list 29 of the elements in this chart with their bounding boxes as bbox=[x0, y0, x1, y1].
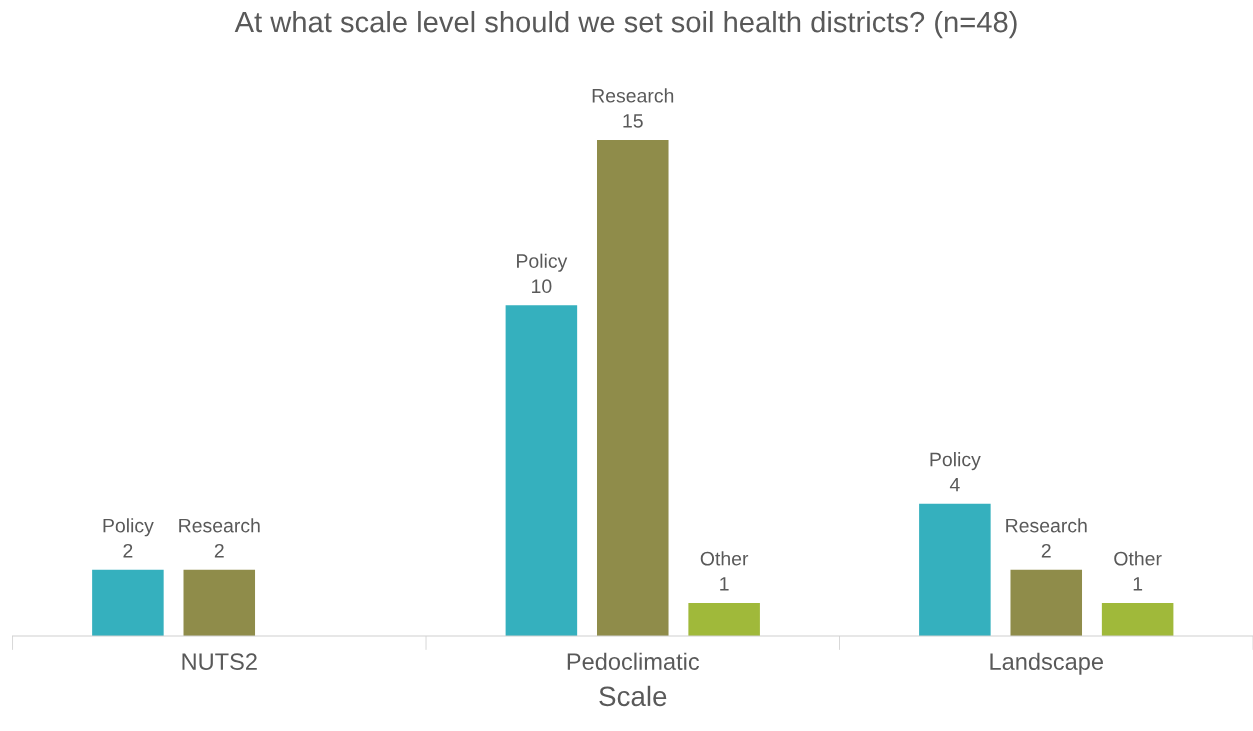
text: Research bbox=[1006, 518, 1087, 533]
data-label: 2 bbox=[123, 543, 133, 558]
bar bbox=[1010, 569, 1083, 636]
bar bbox=[597, 139, 669, 636]
x-axis-title: Scale bbox=[599, 685, 667, 707]
data-label: 15 bbox=[623, 114, 643, 128]
data-label: 10 bbox=[532, 279, 552, 294]
data-label: 2 bbox=[214, 543, 224, 558]
series-label: Other bbox=[700, 551, 749, 566]
bar bbox=[92, 569, 164, 636]
data-label: 2 bbox=[1041, 543, 1051, 558]
bar bbox=[1101, 602, 1174, 636]
data-label: 1 bbox=[1133, 577, 1143, 591]
bar bbox=[505, 305, 578, 636]
data-label: 1 bbox=[720, 577, 729, 591]
bar bbox=[183, 569, 256, 636]
bar bbox=[688, 602, 760, 636]
text: Other bbox=[1114, 551, 1162, 566]
series-label: Research bbox=[592, 88, 674, 103]
series-label: Policy bbox=[103, 518, 154, 537]
text: Policy bbox=[930, 452, 981, 471]
text: Policy bbox=[517, 253, 568, 272]
data-label: 4 bbox=[949, 477, 960, 492]
bar bbox=[919, 503, 991, 636]
x-tick-label: Landscape bbox=[990, 652, 1103, 675]
chart-title: At what scale level should we set soil health districts? (n=48) bbox=[234, 10, 1017, 39]
text: Research bbox=[179, 518, 260, 533]
x-tick-label: Pedoclimatic bbox=[567, 652, 700, 670]
x-tick-label: NUTS2 bbox=[182, 653, 257, 670]
